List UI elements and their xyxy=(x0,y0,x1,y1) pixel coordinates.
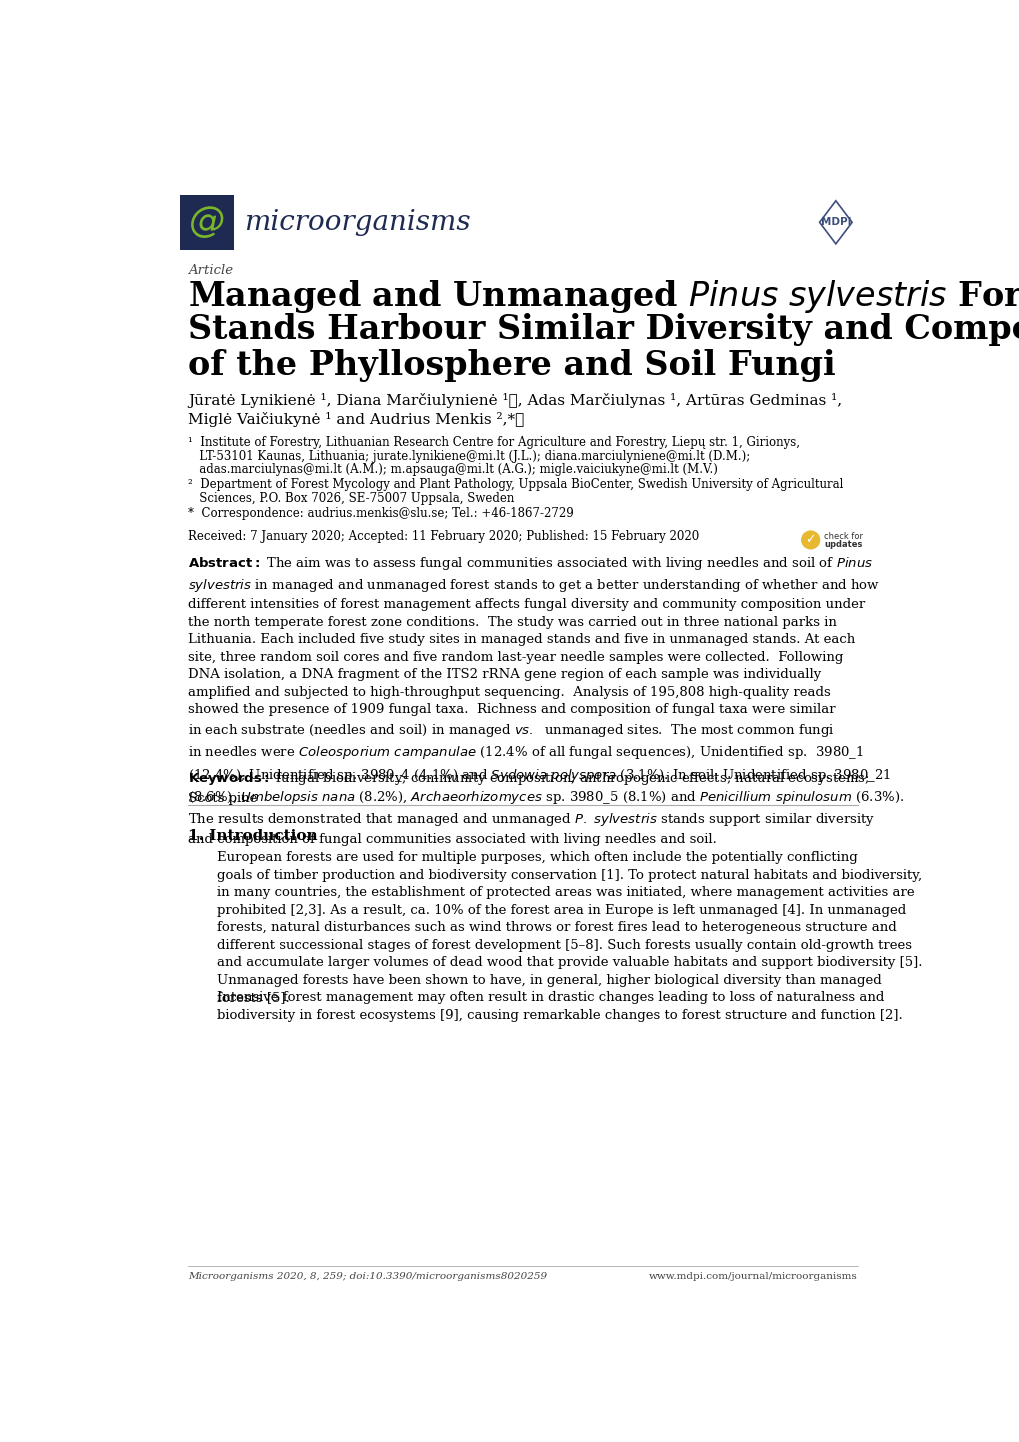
Text: of the Phyllosphere and Soil Fungi: of the Phyllosphere and Soil Fungi xyxy=(187,349,835,382)
Text: $\bf{Keywords:}$ fungal biodiversity; community composition; anthropogenic effec: $\bf{Keywords:}$ fungal biodiversity; co… xyxy=(187,770,869,805)
Text: Received: 7 January 2020; Accepted: 11 February 2020; Published: 15 February 202: Received: 7 January 2020; Accepted: 11 F… xyxy=(187,531,698,544)
Polygon shape xyxy=(819,200,851,244)
Text: Managed and Unmanaged $\it{Pinus\ sylvestris}$ Forest: Managed and Unmanaged $\it{Pinus\ sylves… xyxy=(187,278,1019,314)
Text: updates: updates xyxy=(823,541,862,549)
Text: LT-53101 Kaunas, Lithuania; jurate.lynikiene@mi.lt (J.L.); diana.marciulyniene@m: LT-53101 Kaunas, Lithuania; jurate.lynik… xyxy=(187,450,749,463)
Circle shape xyxy=(801,531,819,549)
Text: *  Correspondence: audrius.menkis@slu.se; Tel.: +46-1867-2729: * Correspondence: audrius.menkis@slu.se;… xyxy=(187,506,573,519)
Text: $\bf{Abstract:}$ The aim was to assess fungal communities associated with living: $\bf{Abstract:}$ The aim was to assess f… xyxy=(187,555,903,846)
Text: Miglė Vaičiukynė ¹ and Audrius Menkis ²,*ⓘ: Miglė Vaičiukynė ¹ and Audrius Menkis ²,… xyxy=(187,412,524,427)
Text: www.mdpi.com/journal/microorganisms: www.mdpi.com/journal/microorganisms xyxy=(648,1272,857,1280)
Text: MDPI: MDPI xyxy=(820,218,850,228)
Text: ✓: ✓ xyxy=(805,534,815,547)
Text: Intensive forest management may often result in drastic changes leading to loss : Intensive forest management may often re… xyxy=(217,991,902,1022)
Text: Sciences, P.O. Box 7026, SE-75007 Uppsala, Sweden: Sciences, P.O. Box 7026, SE-75007 Uppsal… xyxy=(187,492,514,505)
Text: ¹  Institute of Forestry, Lithuanian Research Centre for Agriculture and Forestr: ¹ Institute of Forestry, Lithuanian Rese… xyxy=(187,437,799,450)
Text: Stands Harbour Similar Diversity and Composition: Stands Harbour Similar Diversity and Com… xyxy=(187,313,1019,346)
Text: Article: Article xyxy=(187,264,233,277)
Text: European forests are used for multiple purposes, which often include the potenti: European forests are used for multiple p… xyxy=(217,851,922,1004)
Text: 1. Introduction: 1. Introduction xyxy=(187,829,317,844)
Text: Jūratė Lynikienė ¹, Diana Marčiulynienė ¹ⓘ, Adas Marčiulynas ¹, Artūras Gedminas: Jūratė Lynikienė ¹, Diana Marčiulynienė … xyxy=(187,394,842,408)
Text: ²  Department of Forest Mycology and Plant Pathology, Uppsala BioCenter, Swedish: ² Department of Forest Mycology and Plan… xyxy=(187,479,843,492)
Text: check for: check for xyxy=(823,532,862,541)
Text: adas.marciulynas@mi.lt (A.M.); m.apsauga@mi.lt (A.G.); migle.vaiciukyne@mi.lt (M: adas.marciulynas@mi.lt (A.M.); m.apsauga… xyxy=(187,463,717,476)
Text: microorganisms: microorganisms xyxy=(244,209,470,236)
Text: Microorganisms 2020, 8, 259; doi:10.3390/microorganisms8020259: Microorganisms 2020, 8, 259; doi:10.3390… xyxy=(187,1272,546,1280)
FancyBboxPatch shape xyxy=(180,195,234,249)
Text: @: @ xyxy=(190,205,225,239)
